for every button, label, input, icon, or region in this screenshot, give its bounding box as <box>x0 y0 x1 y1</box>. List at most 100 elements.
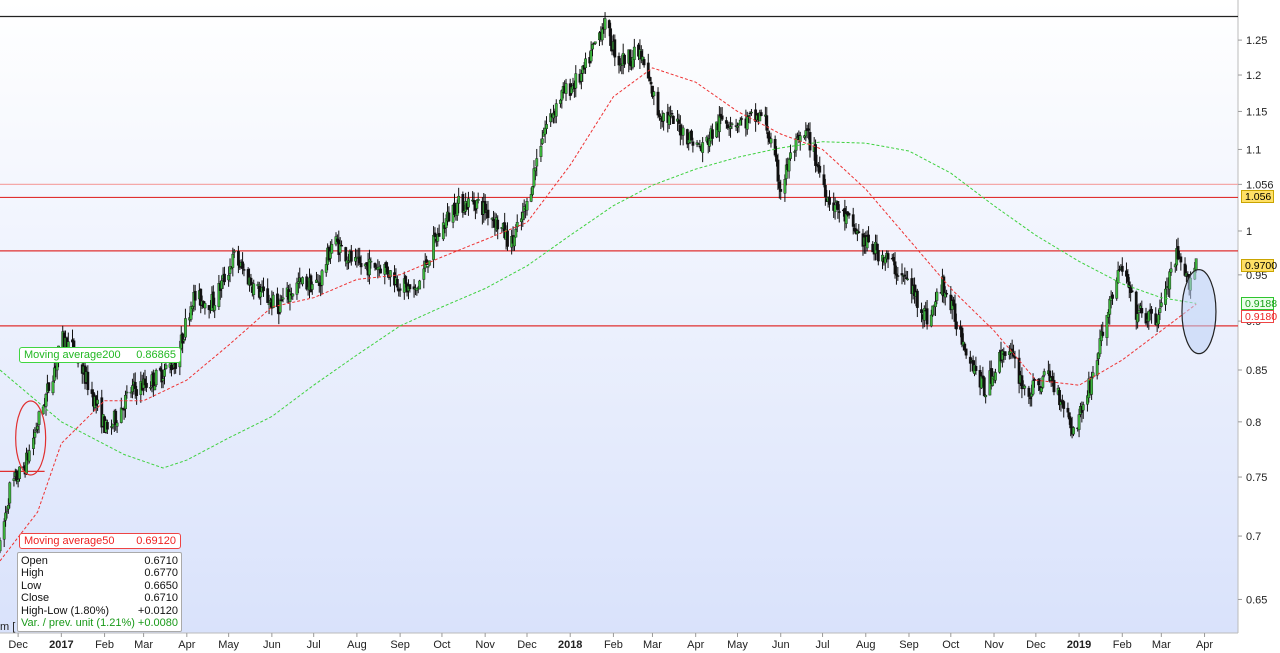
candle-body <box>1116 270 1120 283</box>
candle-body <box>433 232 437 238</box>
candle-body <box>677 119 681 124</box>
candle-body <box>115 422 119 427</box>
candle-body <box>228 266 232 274</box>
candle-body <box>144 382 148 388</box>
candle-body <box>267 303 271 306</box>
candle-body <box>41 406 45 415</box>
candle-body <box>12 478 16 481</box>
candle-body <box>164 364 168 369</box>
candle-body <box>783 179 787 194</box>
candle-body <box>697 143 700 145</box>
candle-body <box>324 264 328 273</box>
candle-body <box>740 118 744 120</box>
candle-body <box>5 509 9 512</box>
candle-body <box>593 41 597 44</box>
candle-body <box>105 421 109 430</box>
y-tick-label: 1 <box>1246 226 1252 238</box>
candle-body <box>1147 310 1151 322</box>
candle-body <box>347 261 350 263</box>
y-tick-label: 1.056 <box>1246 179 1274 191</box>
candle-body <box>837 211 841 213</box>
x-tick-label: Aug <box>856 639 876 651</box>
candle-body <box>457 195 461 204</box>
candle-body <box>256 284 260 287</box>
x-tick-label: 2018 <box>558 639 582 651</box>
candle-body <box>681 127 685 136</box>
candle-body <box>844 213 848 224</box>
info-label: Var. / prev. unit (1.21%) <box>21 617 135 630</box>
candle-body <box>922 308 926 321</box>
candle-body <box>1150 309 1153 314</box>
y-axis-ticks: 1.251.21.151.11.05610.950.90.850.80.750.… <box>1238 35 1274 606</box>
info-row-open: Open 0.6710 <box>21 555 178 567</box>
candle-body <box>554 103 558 117</box>
candle-body <box>1120 265 1124 272</box>
candle-body <box>1031 380 1035 395</box>
x-tick-label: Mar <box>1152 639 1171 651</box>
candle-body <box>929 314 933 327</box>
candle-body <box>316 281 320 283</box>
candle-body <box>259 291 263 298</box>
candle-body <box>129 391 133 394</box>
candle-body <box>1137 310 1141 313</box>
candle-body <box>729 126 732 129</box>
candle-body <box>453 202 456 215</box>
candle-body <box>281 297 285 300</box>
candle-body <box>724 120 728 124</box>
candle-body <box>133 381 137 389</box>
x-tick-label: Sep <box>390 639 410 651</box>
candle-body <box>814 144 817 166</box>
y-tick-label: 1.15 <box>1246 106 1267 118</box>
candle-body <box>617 55 621 66</box>
candle-body <box>276 293 279 307</box>
y-tick-label: 0.85 <box>1246 365 1267 377</box>
candle-body <box>330 244 334 254</box>
candle-body <box>161 378 165 382</box>
candle-body <box>193 290 197 301</box>
candle-body <box>720 115 724 120</box>
candle-body <box>1164 288 1167 305</box>
x-tick-label: Mar <box>134 639 153 651</box>
candle-body <box>0 540 2 552</box>
candle-body <box>1194 258 1198 270</box>
candle-body <box>1033 378 1036 381</box>
info-row-close: Close 0.6710 <box>21 592 178 604</box>
candle-body <box>241 261 244 269</box>
candle-body <box>369 260 373 263</box>
candle-body <box>669 115 672 117</box>
info-label: Open <box>21 555 48 567</box>
x-tick-label: Nov <box>475 639 495 651</box>
annotation-ellipses <box>15 269 1217 476</box>
info-row-high-low: High-Low (1.80%) +0.0120 <box>21 605 178 617</box>
candle-body <box>153 385 157 391</box>
candle-body <box>807 128 811 131</box>
candle-body <box>154 370 158 386</box>
candle-body <box>532 168 536 187</box>
candle-body <box>181 333 185 344</box>
candle-body <box>1158 308 1162 313</box>
candle-body <box>589 50 593 62</box>
candle-body <box>262 286 265 292</box>
candle-body <box>1118 269 1121 271</box>
candle-body <box>18 466 21 479</box>
candle-body <box>1115 280 1119 299</box>
candle-body <box>220 280 224 290</box>
candle-body <box>447 212 451 222</box>
candle-body <box>896 275 900 277</box>
candle-body <box>804 130 808 137</box>
candle-body <box>642 59 646 66</box>
candle-body <box>765 115 769 131</box>
candle-body <box>490 218 494 220</box>
candle-body <box>545 124 548 129</box>
price-tag-ma50: 0.9180 <box>1241 310 1277 323</box>
candle-body <box>613 39 617 58</box>
candle-body <box>2 521 6 540</box>
candle-body <box>359 263 363 268</box>
candle-body <box>475 200 479 209</box>
candle-body <box>455 202 459 216</box>
candle-body <box>398 288 402 291</box>
ma200-label: Moving average200 <box>24 349 121 361</box>
candle-body <box>280 299 284 302</box>
